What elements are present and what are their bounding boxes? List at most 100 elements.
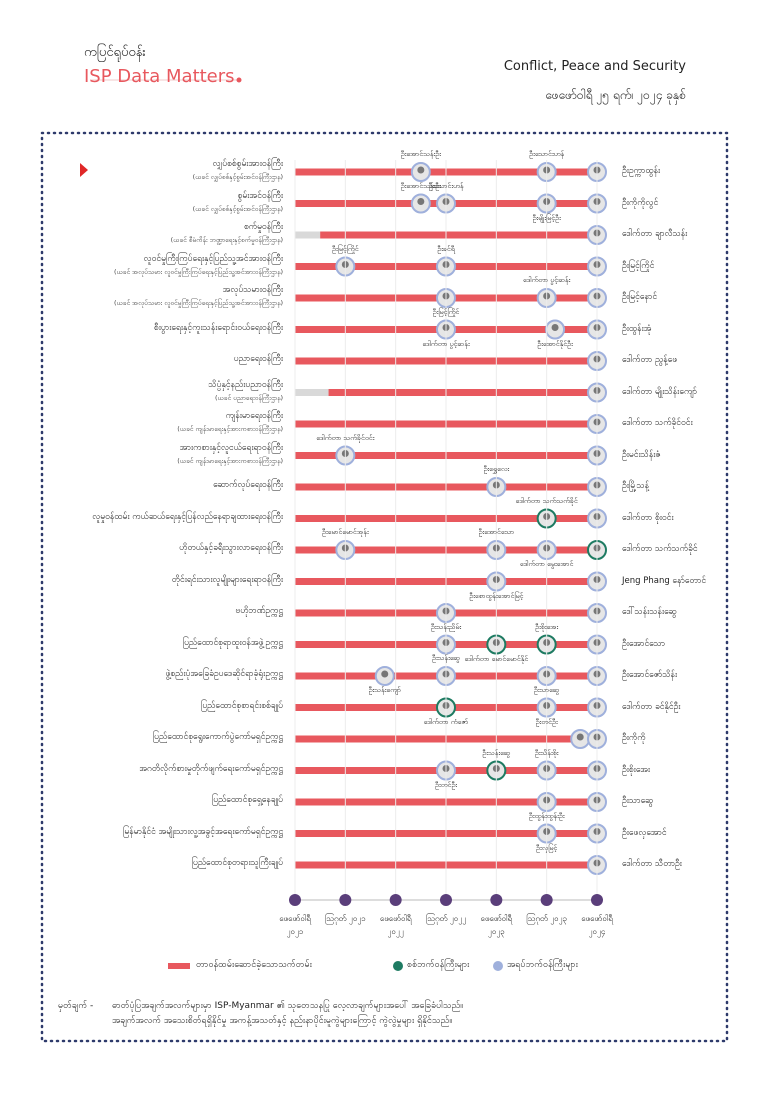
minister-label: ဦးသန်းဆွေ [482, 748, 511, 757]
minister-name: ဦးအောင်ဇော်သိန်း [622, 670, 678, 680]
ministry-label: ပြည်ထောင်စုတရားသူကြီးချုပ် [191, 858, 283, 868]
minister-label: ဦးအောင်သန်းဦး [400, 181, 441, 190]
tick-dot [490, 894, 503, 906]
note-line: အချက်အလက် အသေးစိတ်ရရှိနိုင်မှု အကန့်အသတ်… [112, 1016, 453, 1026]
minister-label: ဦးရွှေလေး [483, 465, 510, 473]
legend-swatch [168, 963, 190, 969]
tenure-bar [328, 389, 597, 396]
minister-name: ဦးဖေလှအောင် [622, 827, 667, 838]
minister-label: ဒေါက်တာ ပွင့်ဆန်း [422, 339, 470, 348]
legend-swatch [393, 961, 403, 971]
minister-label: ဒေါက်တာ မွေးအောင် [519, 560, 574, 568]
x-tick-label: ဩဂုတ် ၂၀၂၁ [324, 914, 366, 923]
ministry-sublabel: (ယခင် လျှပ်စစ်နှင့်စွမ်းအင်ဝန်ကြီးဌာန) [192, 173, 283, 181]
minister-label: ဒေါက်တာ မောင်မောင်နိုင် [464, 654, 529, 663]
minister-label: ဦးအောင်သန်းဦး [400, 150, 441, 158]
tick-dot [540, 894, 553, 906]
minister-name: ဒေါက်တာ ချာလီသန်း [622, 229, 688, 239]
x-tick-label: ဖေဖော်ဝါရီ ၂၀၂၂ [379, 914, 412, 936]
ministry-sublabel: (ယခင် အလုပ်သမား လူဝင်မှုကြီးကြပ်ရေးနှင့်… [113, 299, 283, 307]
gap-bar [295, 231, 321, 239]
minister-name: ဒေါ်သန်းသန်းဆွေ [622, 607, 677, 617]
ministry-label: အလုပ်သမားဝန်ကြီး [222, 285, 283, 295]
ministry-label: ပြည်ထောင်စုရွေးကောက်ပွဲကော်မရှင်ဥက္ကဋ္ဌ [152, 732, 283, 742]
ministry-label: စီးပွားရေးနှင့်ကူးသန်းရောင်းဝယ်ရေးဝန်ကြီ… [153, 322, 283, 333]
minister-name: ဒေါက်တာ သီတာဦး [622, 859, 682, 869]
ministry-label: လျှပ်စစ်စွမ်းအားဝန်ကြီး [212, 159, 283, 169]
ministry-label: စက်မှုဝန်ကြီး [243, 222, 283, 232]
note-line: ဓာတ်ပုံပြအချက်အလက်များမှာ ISP-Myanmar ၏ … [112, 1001, 463, 1011]
tenure-bar [320, 231, 597, 239]
minister-name: ဦးသာဆွေ [622, 796, 654, 806]
gap-bar [295, 389, 329, 396]
ministry-label: ဖွဲ့စည်းပုံအခြေခံဥပဒေဆိုင်ရာခုံရုံးဥက္ကဋ… [165, 669, 284, 679]
legend-label: တာဝန်ထမ်းဆောင်ခဲ့သောသက်တမ်း [196, 960, 312, 970]
minister-name: ဦးကိုကို [622, 733, 646, 743]
minister-name: ဒေါက်တာ စိုးဝင်း [622, 512, 674, 523]
minister-name: ဦးကိုကိုလွင် [622, 197, 659, 208]
minister-name: ဦးမင်းသိန်းဇံ [622, 449, 661, 460]
brand-top: ကပြင်ရုပ်ဝန်း [84, 45, 146, 60]
minister-label: ဒေါက်တာ ကံဇော် [423, 717, 469, 726]
ministry-label: တိုင်းရင်းသားလူမျိုးများရေးရာဝန်ကြီး [171, 574, 283, 585]
legend-label: အရပ်ဘက်ဝန်ကြီးများ [507, 960, 578, 970]
ministry-label: မြန်မာနိုင်ငံ အမျိုးသားလူ့အခွင့်အရေးကော်… [122, 826, 283, 837]
ministry-sublabel: (ယခင် ကျန်းမာရေးနှင့်အားကစားဝန်ကြီးဌာန) [177, 456, 283, 465]
tick-dot [591, 894, 603, 906]
minister-name: ဦးမြို့သန့် [622, 481, 650, 491]
ministry-label: ဗဟိုဘဏ်ဥက္ကဋ္ဌ [235, 606, 283, 616]
ministry-label: ဆောက်လုပ်ရေးဝန်ကြီး [213, 480, 283, 490]
note-label: မှတ်ချက် - [58, 1001, 94, 1011]
brand: ISP Data Matters [84, 66, 235, 87]
minister-label: ဦးသန်းကျော် [368, 686, 401, 694]
minister-name: ဒေါက်တာ မျိုးသိန်းကျော် [622, 386, 698, 397]
pointer [80, 163, 88, 177]
date: ဖေဖော်ဝါရီ ၂၅ ရက်၊ ၂၀၂၄ ခုနှစ် [545, 88, 686, 102]
minister-name: Jeng Phang နော်တောင် [622, 575, 707, 586]
ministry-label: အားကစားနှင့်လူငယ်ရေးရာဝန်ကြီး [179, 442, 283, 453]
minister-name: ဒေါက်တာ ညွန့်ဖေ [622, 355, 678, 365]
minister-name: ဦးမြင့်နောင် [622, 292, 658, 302]
x-tick-label: ဖေဖော်ဝါရီ ၂၀၂၁ [279, 914, 311, 936]
section: Conflict, Peace and Security [503, 59, 686, 74]
ministry-sublabel: (ယခင် အလုပ်သမား လူဝင်မှုကြီးကြပ်ရေးနှင့်… [113, 267, 283, 276]
minister-label: ဦးမောင်မောင်အုန်း [322, 528, 369, 536]
minister-name: ဒေါက်တာ သက်သက်ခိုင် [622, 544, 698, 554]
minister-label: ဦးသန်းဆွေ [431, 654, 461, 662]
ministry-sublabel: (ယခင် စီမံကိန်း ဘဏ္ဍာရေးနှင့်စက်မှုဝန်ကြ… [170, 236, 283, 244]
minister-label: ဦးသိန်းစိုး [534, 748, 559, 757]
x-tick-label: ဖေဖော်ဝါရီ ၂၀၂၄ [581, 914, 613, 936]
minister-label: ဒေါက်တာ သက်ခိုင်ဝင်း [316, 433, 375, 442]
minister-name: ဒေါက်တာ သက်ခိုင်ဝင်း [622, 418, 693, 428]
minister-face [551, 324, 559, 331]
x-tick-label: ဩဂုတ် ၂၀၂၂ [425, 914, 467, 923]
minister-label: ဦးသာဆွေ [533, 686, 560, 694]
minister-label: ဦးစိုးအေး [535, 622, 559, 631]
header-dot [236, 77, 242, 83]
minister-label: ဦးခင်ရီ [437, 244, 455, 253]
minister-label: ဦးသောင်းဟန် [529, 150, 565, 158]
ministry-label: ပြည်ထောင်စုရာထူးဝန်အဖွဲ့ဥက္ကဋ္ဌ [182, 637, 283, 648]
minister-label: ဦးစောထွန်းအောင်မြင့် [469, 591, 524, 600]
minister-label: ဒေါက်တာ ပွင့်ဆန်း [523, 276, 571, 284]
minister-label: ဦးအောင်နိုင်ဦး [537, 339, 573, 348]
x-tick-label: ဖေဖော်ဝါရီ ၂၀၂၃ [480, 914, 513, 936]
ministry-label: ပြည်ထောင်စုစာရင်းစစ်ချုပ် [200, 700, 283, 711]
ministry-label: ကျန်းမာရေးဝန်ကြီး [225, 411, 283, 421]
tick-dot [389, 894, 402, 906]
ministry-sublabel: (ယခင် လျှပ်စစ်နှင့်စွမ်းအင်ဝန်ကြီးဌာန) [192, 204, 283, 213]
minister-label: ဦးအောင်သော [478, 528, 515, 536]
minister-label: ဦးလှမြင့် [536, 843, 558, 852]
minister-label: ဒေါက်တာ သက်သက်ခိုင် [515, 496, 578, 505]
minister-name: ဦးစိုးအေး [622, 764, 651, 775]
ministry-label: လူမှုဝန်ထမ်း ကယ်ဆယ်ရေးနှင့်ပြန်လည်နေရာချ… [92, 511, 283, 522]
ministry-label: လူဝင်မှုကြီးကြပ်ရေးနှင့်ပြည်သူ့အင်အားဝန်… [143, 253, 283, 264]
minister-name: ဦးမြင့်ကြိုင် [622, 260, 655, 271]
minister-name: ဒေါက်တာ ခင်နိုင်ဦး [622, 701, 681, 712]
minister-name: ဦးအောင်သော [622, 638, 666, 649]
ministry-label: စွမ်းအင်ဝန်ကြီး [237, 190, 283, 201]
minister-face [417, 166, 425, 174]
legend-swatch [493, 961, 503, 971]
minister-face [381, 670, 389, 678]
